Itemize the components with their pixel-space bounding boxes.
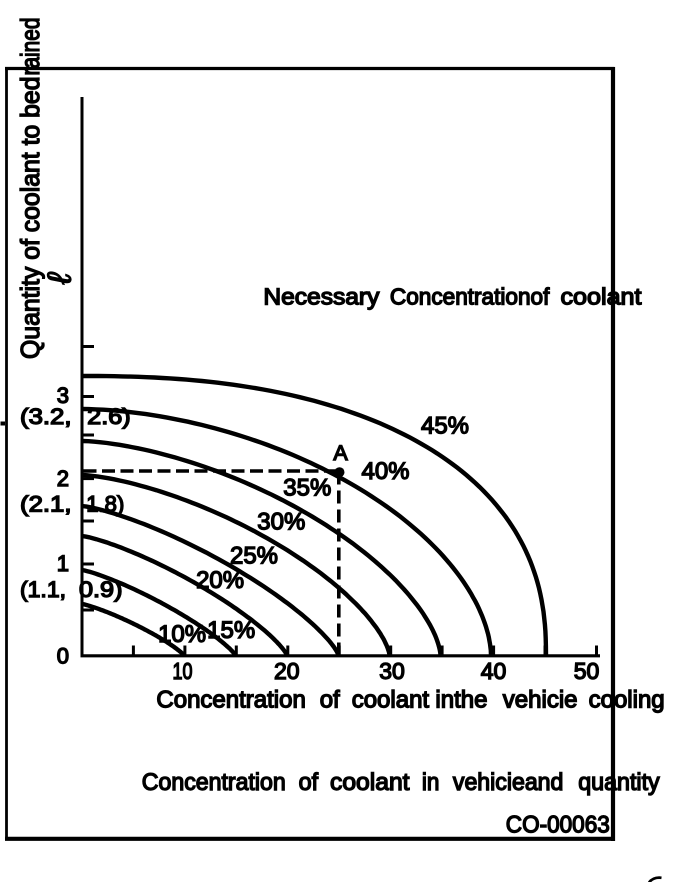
svg-text:coolant: coolant — [330, 769, 410, 796]
svg-text:30: 30 — [379, 658, 405, 684]
svg-text:(1.1,: (1.1, — [20, 577, 66, 602]
svg-text:10: 10 — [173, 658, 193, 684]
svg-text:quantity: quantity — [578, 769, 660, 796]
svg-text:coolant: coolant — [352, 686, 430, 713]
svg-text:35%: 35% — [283, 475, 331, 502]
svg-text:45%: 45% — [421, 413, 469, 440]
svg-text:Concentrationof: Concentrationof — [390, 284, 550, 310]
svg-text:(3.2,: (3.2, — [20, 404, 72, 429]
svg-text:Quantity of coolant to bed: Quantity of coolant to bed — [15, 77, 45, 360]
svg-text:CO-00063: CO-00063 — [506, 812, 610, 839]
svg-text:1: 1 — [57, 551, 69, 576]
svg-text:2.6): 2.6) — [87, 404, 131, 429]
svg-text:ℓ: ℓ — [41, 272, 78, 285]
svg-text:of: of — [299, 769, 319, 796]
svg-text:cooling: cooling — [589, 686, 665, 713]
svg-text:rained: rained — [15, 17, 45, 75]
svg-text:Necessary: Necessary — [263, 284, 380, 310]
svg-text:Concentration: Concentration — [142, 769, 286, 796]
svg-text:3: 3 — [57, 383, 69, 408]
svg-text:25%: 25% — [230, 543, 278, 570]
svg-text:0: 0 — [57, 644, 69, 669]
svg-text:50: 50 — [574, 658, 600, 684]
svg-text:in: in — [422, 769, 440, 796]
svg-text:40: 40 — [481, 658, 507, 684]
svg-text:1.8): 1.8) — [86, 491, 124, 516]
svg-text:2: 2 — [57, 466, 69, 491]
svg-text:10%: 10% — [158, 621, 206, 648]
svg-text:20: 20 — [274, 658, 300, 684]
svg-text:(2.1,: (2.1, — [20, 491, 72, 516]
svg-text:vehicieand: vehicieand — [453, 769, 564, 796]
svg-text:0.9): 0.9) — [79, 577, 123, 602]
svg-text:40%: 40% — [361, 458, 409, 485]
svg-text:A: A — [333, 441, 348, 465]
svg-text:15%: 15% — [207, 617, 255, 644]
svg-text:Concentration: Concentration — [156, 686, 305, 713]
svg-text:inthe: inthe — [435, 686, 487, 713]
svg-text:of: of — [320, 686, 340, 713]
svg-text:30%: 30% — [257, 509, 305, 536]
svg-text:coolant: coolant — [561, 284, 643, 310]
svg-text:vehicie: vehicie — [503, 686, 578, 713]
svg-text:20%: 20% — [196, 567, 244, 594]
